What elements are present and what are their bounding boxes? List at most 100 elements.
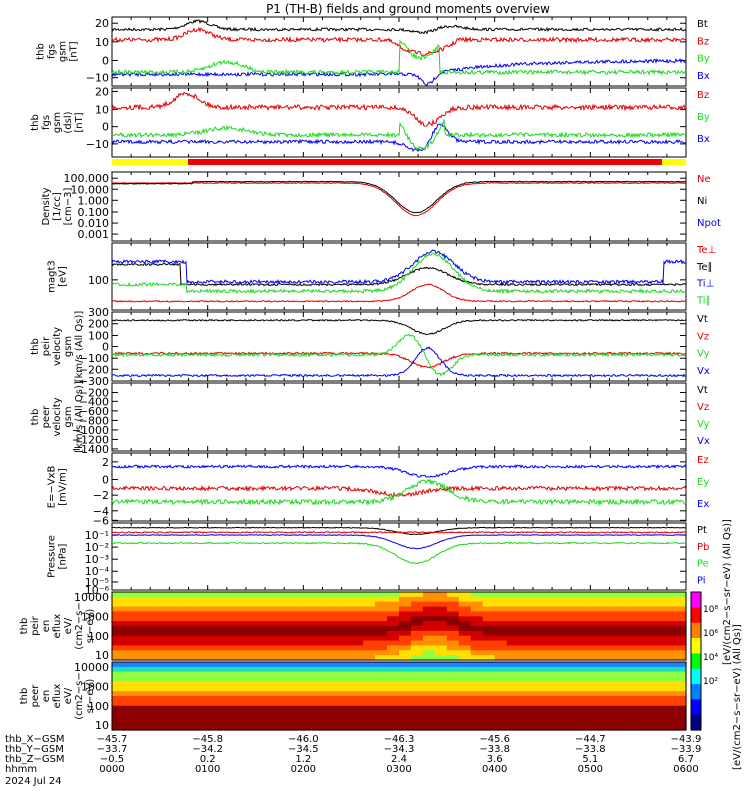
- peer_eflux-cell: [602, 710, 615, 717]
- peer_eflux-cell: [171, 671, 185, 678]
- peir_eflux-cell: [530, 650, 544, 656]
- peer_eflux-cell: [650, 696, 663, 702]
- peer_eflux-cell: [207, 686, 221, 692]
- peir_eflux-cell: [662, 626, 675, 632]
- peir_eflux-cell: [279, 630, 292, 637]
- peer_eflux-cell: [578, 662, 591, 668]
- peer_eflux-cell: [255, 696, 269, 702]
- peir_eflux-cell: [518, 596, 532, 603]
- peer_eflux-cell: [626, 671, 639, 678]
- peer_eflux-cell: [662, 715, 675, 721]
- peir_eflux-cell: [470, 650, 484, 656]
- peer_eflux-cell: [446, 691, 460, 697]
- peir_eflux-y-tick-label: 1000: [81, 610, 109, 623]
- peir_eflux-cell: [123, 640, 137, 647]
- peir_eflux-cell: [339, 650, 352, 656]
- peir_eflux-cell: [183, 645, 197, 651]
- peir_eflux-cell: [339, 611, 352, 617]
- peer_eflux-cell: [650, 671, 663, 678]
- peer_eflux-cell: [375, 696, 388, 702]
- peir_eflux-cell: [363, 635, 376, 642]
- peir_eflux-cell: [171, 655, 185, 661]
- peer_eflux-cell: [614, 662, 627, 668]
- peir_vel-y-tick-label: 300: [88, 306, 109, 319]
- peer_eflux-cell: [327, 700, 340, 707]
- peir_eflux-cell: [375, 635, 388, 642]
- peer_eflux-cell: [399, 710, 412, 717]
- peir_eflux-cell: [662, 640, 675, 647]
- peer_eflux-cell: [458, 676, 472, 683]
- peer_eflux-cell: [363, 696, 376, 702]
- fgs_dsl-y-tick-label: 0: [102, 121, 109, 134]
- peer_eflux-cell: [482, 676, 496, 683]
- peer_eflux-cell: [123, 681, 137, 687]
- peer_eflux-cell: [542, 700, 556, 707]
- peir_eflux-cell: [135, 626, 149, 632]
- peer_eflux-cell: [458, 691, 472, 697]
- peir_eflux-cell: [195, 645, 209, 651]
- peer_eflux-cell: [315, 662, 328, 668]
- peir_eflux-cell: [399, 626, 412, 632]
- peir_eflux-cell: [638, 655, 651, 661]
- peir_eflux-cell: [363, 592, 376, 598]
- peer_eflux-cell: [123, 715, 137, 721]
- peer_eflux-cell: [482, 671, 496, 678]
- fgs_dsl-y-tick-label: 10: [95, 103, 109, 116]
- peer_eflux-cell: [530, 696, 544, 702]
- peer_eflux-cell: [207, 681, 221, 687]
- peer_eflux-cell: [566, 696, 579, 702]
- peir_eflux-cell: [171, 635, 185, 642]
- peer_eflux-cell: [207, 705, 221, 712]
- peer_eflux-cell: [494, 662, 508, 668]
- x-tick-label: −46.3: [384, 734, 415, 745]
- peer_eflux-cell: [434, 715, 448, 721]
- x-row-label: thb_Y−GSM: [5, 744, 64, 755]
- peer_eflux-cell: [518, 686, 532, 692]
- peer_eflux-cell: [255, 715, 269, 721]
- efield-legend-0: Ez: [697, 455, 709, 466]
- peir_eflux-cell: [626, 621, 639, 627]
- peir_eflux-cell: [363, 645, 376, 651]
- fgs_dsl-y-axis-label: fgs: [41, 115, 52, 130]
- peer_eflux-cell: [363, 715, 376, 721]
- peer_eflux-cell: [195, 691, 209, 697]
- peer_eflux-cell: [135, 686, 149, 692]
- peir_eflux-cell: [267, 655, 281, 661]
- peer_eflux-cell: [566, 725, 579, 731]
- peir_eflux-cell: [123, 626, 137, 632]
- peir_eflux-cell: [171, 621, 185, 627]
- peir_eflux-cell: [255, 601, 269, 608]
- peer_eflux-cell: [530, 720, 544, 726]
- peir_eflux-cell: [422, 626, 436, 632]
- peer_vel-legend-1: Vz: [697, 402, 709, 413]
- peer_eflux-cell: [291, 666, 304, 673]
- peir_eflux-cell: [351, 650, 364, 656]
- peir_eflux-cell: [626, 601, 639, 608]
- peir_eflux-cell: [566, 601, 579, 608]
- peer_eflux-cell: [112, 662, 125, 668]
- peir_eflux-cell: [195, 630, 209, 637]
- peir_eflux-cell: [171, 616, 185, 622]
- peir_eflux-cell: [602, 626, 615, 632]
- peir_eflux-cell: [506, 621, 520, 627]
- peir_eflux-cell: [135, 601, 149, 608]
- peir_eflux-cell: [267, 645, 281, 651]
- peir_eflux-cell: [614, 630, 627, 637]
- colorbar-segment: [691, 714, 701, 731]
- peir_eflux-cell: [255, 650, 269, 656]
- peir_eflux-cell: [662, 645, 675, 651]
- peir_eflux-cell: [542, 630, 556, 637]
- peir_eflux-cell: [387, 621, 400, 627]
- peer_eflux-cell: [626, 662, 639, 668]
- peer_eflux-cell: [183, 710, 197, 717]
- peer_eflux-cell: [219, 681, 233, 687]
- density-y-tick-label: 0.010: [78, 217, 110, 230]
- peir_eflux-cell: [602, 606, 615, 613]
- peer_eflux-cell: [674, 720, 687, 726]
- peir_eflux-cell: [614, 640, 627, 647]
- peer_eflux-cell: [219, 662, 233, 668]
- peir_eflux-cell: [303, 621, 316, 627]
- x-tick-label: 0100: [195, 764, 220, 775]
- peir_eflux-cell: [566, 611, 579, 617]
- density-y-tick-label: 10.000: [71, 183, 110, 196]
